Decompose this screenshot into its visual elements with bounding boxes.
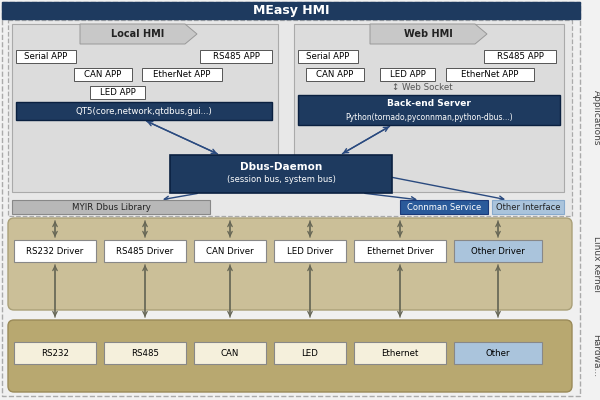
Text: Ethernet: Ethernet	[382, 348, 419, 358]
Polygon shape	[370, 24, 487, 44]
Bar	[400, 200, 488, 214]
Text: QT5(core,network,qtdbus,gui...): QT5(core,network,qtdbus,gui...)	[76, 106, 212, 116]
Bar	[14, 240, 96, 262]
Text: EtherNet APP: EtherNet APP	[461, 70, 518, 79]
Bar	[200, 50, 272, 63]
Bar	[194, 240, 266, 262]
Bar	[8, 20, 572, 216]
Text: Back-end Server: Back-end Server	[387, 100, 471, 108]
Text: CAN APP: CAN APP	[85, 70, 122, 79]
Text: MYIR Dbus Library: MYIR Dbus Library	[71, 202, 151, 212]
Bar	[354, 240, 446, 262]
Bar	[74, 68, 132, 81]
FancyBboxPatch shape	[8, 218, 572, 310]
Text: CAN Driver: CAN Driver	[206, 246, 254, 256]
Text: Linux Kernel: Linux Kernel	[592, 236, 600, 292]
Text: Ethernet Driver: Ethernet Driver	[367, 246, 433, 256]
Text: LED Driver: LED Driver	[287, 246, 333, 256]
Text: RS485 Driver: RS485 Driver	[116, 246, 173, 256]
Text: Applications: Applications	[592, 90, 600, 146]
Text: Serial APP: Serial APP	[25, 52, 68, 61]
Bar	[446, 68, 534, 81]
Text: LED APP: LED APP	[100, 88, 136, 97]
Bar	[104, 240, 186, 262]
Bar	[12, 24, 278, 192]
Bar	[294, 24, 564, 192]
Text: RS485: RS485	[131, 348, 159, 358]
Text: EtherNet APP: EtherNet APP	[154, 70, 211, 79]
Text: Dbus-Daemon: Dbus-Daemon	[240, 162, 322, 172]
Text: RS232: RS232	[41, 348, 69, 358]
Text: Serial APP: Serial APP	[307, 52, 350, 61]
Bar	[484, 50, 556, 63]
Bar	[298, 50, 358, 63]
Bar	[492, 200, 564, 214]
Bar	[274, 342, 346, 364]
Bar	[380, 68, 435, 81]
Text: MEasy HMI: MEasy HMI	[253, 4, 329, 17]
Bar	[90, 86, 145, 99]
Text: Other Interface: Other Interface	[496, 202, 560, 212]
Text: Local HMI: Local HMI	[112, 29, 164, 39]
Bar	[104, 342, 186, 364]
Bar	[454, 342, 542, 364]
Bar	[454, 240, 542, 262]
Text: CAN APP: CAN APP	[316, 70, 353, 79]
Text: Web HMI: Web HMI	[404, 29, 452, 39]
Bar	[170, 155, 392, 193]
Text: Python(tornado,pyconnman,python-dbus...): Python(tornado,pyconnman,python-dbus...)	[345, 112, 513, 122]
Text: RS485 APP: RS485 APP	[212, 52, 259, 61]
Text: Connman Service: Connman Service	[407, 202, 481, 212]
Text: Hardwa...: Hardwa...	[592, 334, 600, 378]
Bar	[12, 200, 210, 214]
Bar	[274, 240, 346, 262]
Bar	[354, 342, 446, 364]
Bar	[16, 102, 272, 120]
FancyBboxPatch shape	[8, 320, 572, 392]
Bar	[16, 50, 76, 63]
Text: RS485 APP: RS485 APP	[497, 52, 544, 61]
Text: LED: LED	[302, 348, 319, 358]
Bar	[306, 68, 364, 81]
Bar	[298, 95, 560, 125]
Text: Other Driver: Other Driver	[471, 246, 525, 256]
Text: Other: Other	[486, 348, 510, 358]
Text: ↕ Web Socket: ↕ Web Socket	[392, 82, 452, 92]
Polygon shape	[80, 24, 197, 44]
Text: (session bus, system bus): (session bus, system bus)	[227, 176, 335, 184]
Bar	[194, 342, 266, 364]
Bar	[14, 342, 96, 364]
Bar	[142, 68, 222, 81]
Text: RS232 Driver: RS232 Driver	[26, 246, 83, 256]
Text: LED APP: LED APP	[389, 70, 425, 79]
Text: CAN: CAN	[221, 348, 239, 358]
Bar	[2, 2, 580, 19]
